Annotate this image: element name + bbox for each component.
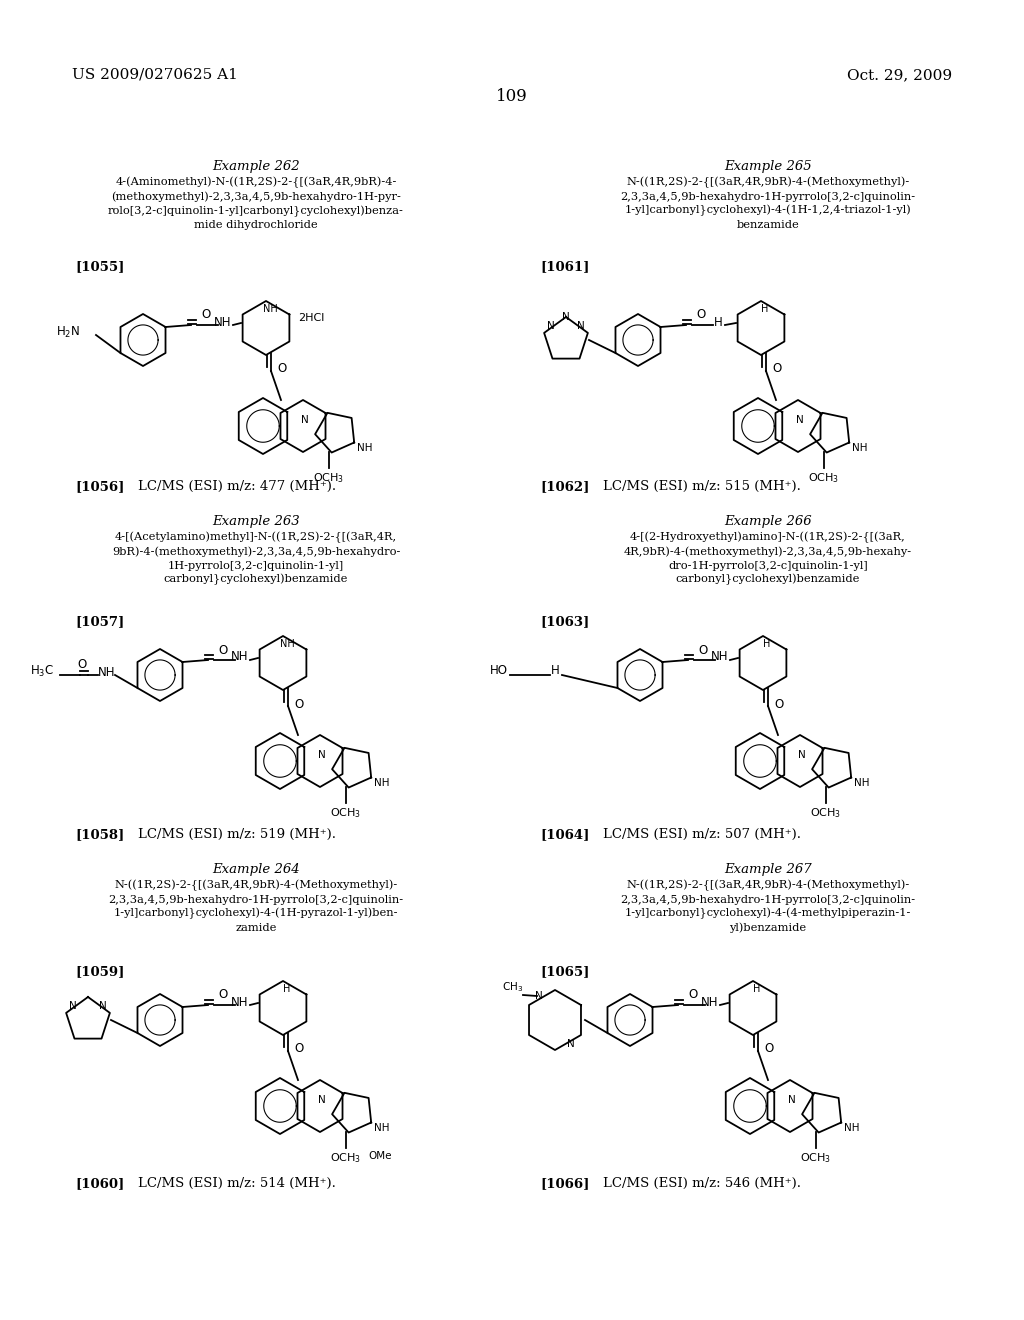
Text: LC/MS (ESI) m/z: 515 (MH⁺).: LC/MS (ESI) m/z: 515 (MH⁺). <box>603 480 801 492</box>
Text: O: O <box>774 697 783 710</box>
Text: US 2009/0270625 A1: US 2009/0270625 A1 <box>72 69 238 82</box>
Text: NH: NH <box>214 315 231 329</box>
Text: H: H <box>754 983 761 994</box>
Text: O: O <box>696 309 706 322</box>
Text: O: O <box>294 1043 303 1056</box>
Text: NH: NH <box>852 444 867 453</box>
Text: H$_3$C: H$_3$C <box>30 664 54 678</box>
Text: LC/MS (ESI) m/z: 519 (MH⁺).: LC/MS (ESI) m/z: 519 (MH⁺). <box>138 828 336 841</box>
Text: NH: NH <box>374 777 389 788</box>
Text: [1056]: [1056] <box>75 480 124 492</box>
Text: Oct. 29, 2009: Oct. 29, 2009 <box>847 69 952 82</box>
Text: N: N <box>578 321 585 331</box>
Text: O: O <box>78 657 87 671</box>
Text: NH: NH <box>98 665 116 678</box>
Text: H: H <box>761 304 769 314</box>
Text: OCH$_3$: OCH$_3$ <box>331 807 361 820</box>
Text: N-((1R,2S)-2-{[(3aR,4R,9bR)-4-(Methoxymethyl)-
2,3,3a,4,5,9b-hexahydro-1H-pyrrol: N-((1R,2S)-2-{[(3aR,4R,9bR)-4-(Methoxyme… <box>109 880 403 932</box>
Text: OCH$_3$: OCH$_3$ <box>331 1151 361 1164</box>
Text: [1062]: [1062] <box>540 480 590 492</box>
Text: N: N <box>798 750 806 760</box>
Text: N: N <box>567 1039 574 1049</box>
Text: O: O <box>698 644 708 656</box>
Text: LC/MS (ESI) m/z: 546 (MH⁺).: LC/MS (ESI) m/z: 546 (MH⁺). <box>603 1177 801 1191</box>
Text: NH: NH <box>231 651 249 664</box>
Text: NH: NH <box>854 777 869 788</box>
Text: [1061]: [1061] <box>540 260 590 273</box>
Text: Example 263: Example 263 <box>212 515 300 528</box>
Text: NH: NH <box>712 651 729 664</box>
Text: [1057]: [1057] <box>75 615 124 628</box>
Text: H: H <box>763 639 771 649</box>
Text: N: N <box>536 991 543 1001</box>
Text: N-((1R,2S)-2-{[(3aR,4R,9bR)-4-(Methoxymethyl)-
2,3,3a,4,5,9b-hexahydro-1H-pyrrol: N-((1R,2S)-2-{[(3aR,4R,9bR)-4-(Methoxyme… <box>621 880 915 933</box>
Text: 4-[(2-Hydroxyethyl)amino]-N-((1R,2S)-2-{[(3aR,
4R,9bR)-4-(methoxymethyl)-2,3,3a,: 4-[(2-Hydroxyethyl)amino]-N-((1R,2S)-2-{… <box>624 532 912 585</box>
Text: HO: HO <box>490 664 508 677</box>
Text: [1060]: [1060] <box>75 1177 124 1191</box>
Text: O: O <box>218 644 227 656</box>
Text: OCH$_3$: OCH$_3$ <box>801 1151 831 1164</box>
Text: O: O <box>688 989 697 1002</box>
Text: N-((1R,2S)-2-{[(3aR,4R,9bR)-4-(Methoxymethyl)-
2,3,3a,4,5,9b-hexahydro-1H-pyrrol: N-((1R,2S)-2-{[(3aR,4R,9bR)-4-(Methoxyme… <box>621 177 915 230</box>
Text: O: O <box>201 309 210 322</box>
Text: O: O <box>278 363 287 375</box>
Text: LC/MS (ESI) m/z: 507 (MH⁺).: LC/MS (ESI) m/z: 507 (MH⁺). <box>603 828 801 841</box>
Text: Example 267: Example 267 <box>724 863 812 876</box>
Text: LC/MS (ESI) m/z: 514 (MH⁺).: LC/MS (ESI) m/z: 514 (MH⁺). <box>138 1177 336 1191</box>
Text: [1059]: [1059] <box>75 965 124 978</box>
Text: NH: NH <box>844 1123 859 1133</box>
Text: OCH$_3$: OCH$_3$ <box>810 807 842 820</box>
Text: N: N <box>301 414 309 425</box>
Text: N: N <box>547 321 555 331</box>
Text: [1065]: [1065] <box>540 965 590 978</box>
Text: N: N <box>562 312 570 322</box>
Text: 109: 109 <box>496 88 528 106</box>
Text: [1058]: [1058] <box>75 828 124 841</box>
Text: N: N <box>70 1001 77 1011</box>
Text: N: N <box>99 1001 106 1011</box>
Text: H: H <box>551 664 559 677</box>
Text: H$_2$N: H$_2$N <box>56 325 80 339</box>
Text: NH: NH <box>357 444 373 453</box>
Text: H: H <box>714 315 722 329</box>
Text: NH: NH <box>374 1123 389 1133</box>
Text: Example 265: Example 265 <box>724 160 812 173</box>
Text: Example 266: Example 266 <box>724 515 812 528</box>
Text: Example 264: Example 264 <box>212 863 300 876</box>
Text: N: N <box>788 1096 796 1105</box>
Text: [1063]: [1063] <box>540 615 589 628</box>
Text: O: O <box>772 363 781 375</box>
Text: N: N <box>318 750 326 760</box>
Text: [1064]: [1064] <box>540 828 590 841</box>
Text: CH$_3$: CH$_3$ <box>502 979 523 994</box>
Text: NH: NH <box>231 995 249 1008</box>
Text: 4-[(Acetylamino)methyl]-N-((1R,2S)-2-{[(3aR,4R,
9bR)-4-(methoxymethyl)-2,3,3a,4,: 4-[(Acetylamino)methyl]-N-((1R,2S)-2-{[(… <box>112 532 400 585</box>
Text: N: N <box>796 414 804 425</box>
Text: Example 262: Example 262 <box>212 160 300 173</box>
Text: LC/MS (ESI) m/z: 477 (MH⁺).: LC/MS (ESI) m/z: 477 (MH⁺). <box>138 480 336 492</box>
Text: NH: NH <box>701 995 719 1008</box>
Text: NH: NH <box>280 639 294 649</box>
Text: [1066]: [1066] <box>540 1177 590 1191</box>
Text: OCH$_3$: OCH$_3$ <box>313 471 345 484</box>
Text: O: O <box>218 989 227 1002</box>
Text: NH: NH <box>262 304 278 314</box>
Text: N: N <box>318 1096 326 1105</box>
Text: O: O <box>294 697 303 710</box>
Text: 2HCl: 2HCl <box>298 313 325 323</box>
Text: H: H <box>284 983 291 994</box>
Text: [1055]: [1055] <box>75 260 124 273</box>
Text: OCH$_3$: OCH$_3$ <box>808 471 840 484</box>
Text: 4-(Aminomethyl)-N-((1R,2S)-2-{[(3aR,4R,9bR)-4-
(methoxymethyl)-2,3,3a,4,5,9b-hex: 4-(Aminomethyl)-N-((1R,2S)-2-{[(3aR,4R,9… <box>109 177 403 230</box>
Text: O: O <box>764 1043 773 1056</box>
Text: OMe: OMe <box>368 1151 391 1162</box>
